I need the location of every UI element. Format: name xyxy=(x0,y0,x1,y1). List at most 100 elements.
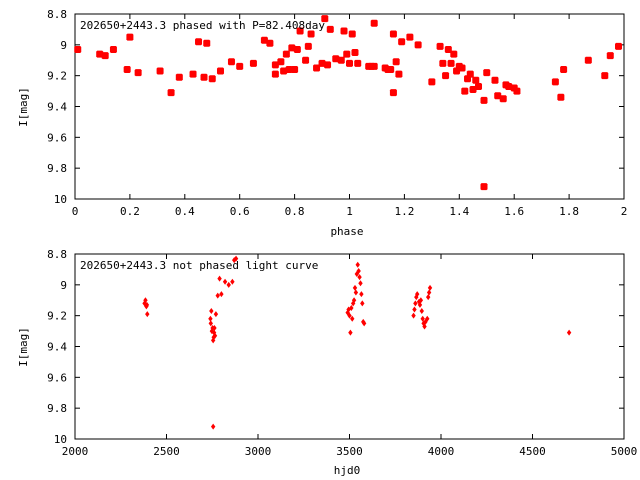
data-point xyxy=(212,332,218,339)
x-tick-label: 1.6 xyxy=(504,205,524,218)
phased-light-curve-panel: 0 0.2 0.4 0.6 0.8 1 1.2 1.4 1.6 1.8 2 8.8 9 9.2 9.4 9.… xyxy=(17,8,627,238)
data-point xyxy=(417,301,423,308)
data-point xyxy=(321,15,329,23)
data-point xyxy=(415,291,420,298)
data-point xyxy=(195,38,203,46)
data-point xyxy=(418,297,424,304)
data-point xyxy=(212,325,217,331)
data-point xyxy=(260,36,268,44)
data-point xyxy=(370,62,378,70)
data-point xyxy=(475,82,483,90)
y-tick-label: 8.8 xyxy=(47,248,67,261)
data-point xyxy=(293,45,301,53)
data-point xyxy=(126,33,134,41)
data-point xyxy=(426,289,432,296)
data-point xyxy=(280,67,288,75)
data-point xyxy=(499,95,507,103)
data-point xyxy=(233,255,239,262)
y-tick-label: 9.2 xyxy=(47,70,67,83)
data-point xyxy=(601,72,609,80)
data-point xyxy=(222,278,228,285)
data-point xyxy=(491,76,499,84)
y-tick-labels: 8.8 9 9.2 9.4 9.6 9.8 10 xyxy=(47,8,67,206)
data-point xyxy=(326,25,334,33)
data-point xyxy=(271,70,279,78)
data-point xyxy=(249,59,257,67)
data-point xyxy=(343,50,351,58)
axis-ticks xyxy=(74,253,625,440)
data-point xyxy=(213,311,219,318)
data-point xyxy=(217,275,222,282)
data-point xyxy=(347,312,352,319)
data-point xyxy=(513,87,521,95)
data-point xyxy=(466,70,474,78)
y-tick-label: 9.4 xyxy=(47,101,67,114)
x-tick-label: 2 xyxy=(621,205,628,218)
data-point xyxy=(143,297,148,304)
data-point xyxy=(277,58,285,66)
data-point xyxy=(406,33,414,41)
y-tick-label: 10 xyxy=(54,433,67,446)
y-tick-label: 9 xyxy=(60,279,67,292)
data-point xyxy=(480,183,488,191)
x-tick-label: 3500 xyxy=(336,445,363,458)
data-point xyxy=(208,320,213,327)
data-point xyxy=(551,78,559,86)
data-point xyxy=(606,52,614,60)
data-point xyxy=(355,261,360,268)
x-tick-label: 0.6 xyxy=(230,205,250,218)
data-point xyxy=(302,56,310,64)
data-point xyxy=(123,66,131,73)
data-points xyxy=(74,15,623,191)
data-point xyxy=(348,329,353,336)
data-point xyxy=(359,291,364,298)
data-point xyxy=(203,39,211,47)
plot-frame xyxy=(74,13,625,200)
data-point xyxy=(313,64,321,72)
y-tick-label: 9.6 xyxy=(47,371,67,384)
data-point xyxy=(215,292,220,299)
data-point xyxy=(109,45,117,53)
data-point xyxy=(227,58,235,66)
x-tick-labels: 0 0.2 0.4 0.6 0.8 1 1.2 1.4 1.6 1.8 2 xyxy=(72,205,628,218)
data-point xyxy=(226,281,231,288)
data-point xyxy=(346,59,353,67)
data-point xyxy=(469,86,477,94)
y-tick-label: 9.4 xyxy=(47,341,67,354)
data-point xyxy=(425,294,431,301)
data-point xyxy=(296,27,304,35)
unphased-light-curve-panel: 2000 2500 3000 3500 4000 4500 5000 8.8 9 9.2 9.4 9… xyxy=(17,248,637,477)
data-point xyxy=(458,64,466,72)
x-tick-label: 1 xyxy=(346,205,353,218)
data-point xyxy=(412,306,417,313)
data-point xyxy=(425,315,430,322)
y-tick-label: 9.8 xyxy=(47,162,67,175)
data-point xyxy=(398,38,406,46)
data-point xyxy=(230,278,235,285)
y-tick-label: 9.2 xyxy=(47,310,67,323)
data-point xyxy=(351,49,359,57)
data-point xyxy=(370,19,378,27)
data-point xyxy=(175,73,183,81)
data-point xyxy=(392,58,400,66)
data-point xyxy=(219,291,224,298)
x-axis-label: hjd0 xyxy=(334,464,361,477)
data-point xyxy=(414,41,422,49)
data-point xyxy=(332,55,340,63)
data-point xyxy=(337,56,345,64)
data-point xyxy=(387,66,395,73)
data-point xyxy=(557,93,565,101)
x-tick-label: 0 xyxy=(72,205,79,218)
data-points xyxy=(142,255,572,430)
data-point xyxy=(348,30,356,38)
data-point xyxy=(584,56,592,64)
data-point xyxy=(351,297,357,304)
data-point xyxy=(266,39,274,47)
data-point xyxy=(285,66,293,73)
data-point xyxy=(566,329,572,336)
data-point xyxy=(442,72,450,80)
y-tick-labels: 8.8 9 9.2 9.4 9.6 9.8 10 xyxy=(47,248,67,446)
data-point xyxy=(360,300,365,307)
data-point xyxy=(357,274,362,281)
x-tick-label: 4000 xyxy=(428,445,455,458)
